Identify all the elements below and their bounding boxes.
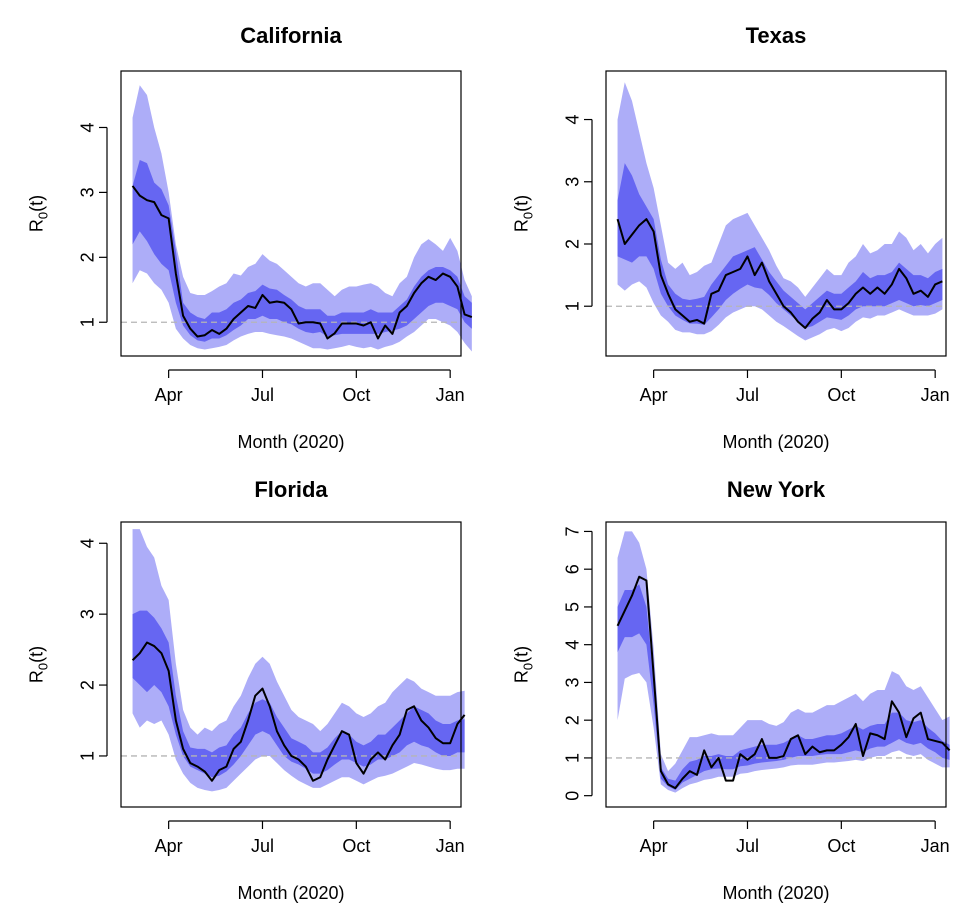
x-tick-label: Jul [736,836,759,856]
x-tick-label: Oct [827,836,855,856]
chart-title: Texas [746,23,807,48]
x-tick-label: Jul [251,836,274,856]
y-tick-label: 7 [562,526,582,536]
plot-frame [120,521,462,808]
x-tick-label: Apr [155,836,183,856]
median-line [616,575,951,790]
plot-frame [605,521,947,808]
x-tick-label: Jan [436,385,465,405]
y-tick-label: 5 [562,602,582,612]
x-tick-label: Apr [155,385,183,405]
panel-florida: 1 2 3 4 Apr Jul Oct Jan Florida Month (2020) R0(t) [26,477,466,903]
x-axis-label: Month (2020) [237,883,344,903]
x-tick-label: Jan [921,385,950,405]
x-tick-label: Jul [251,385,274,405]
outer-credible-band [132,85,472,352]
chart-title: California [240,23,342,48]
y-tick-label: 0 [562,791,582,801]
panel-california: 1 2 3 4 Apr Jul Oct Jan California Month (2020) R0… [26,23,473,452]
y-tick-label: 4 [562,640,582,650]
y-tick-label: 2 [562,239,582,249]
chart-title: Florida [254,477,328,502]
inner-credible-band [617,163,943,328]
x-tick-label: Jan [921,836,950,856]
y-tick-label: 2 [77,252,97,262]
panel-new-york: 0 1 2 3 4 5 6 7 Apr Jul Oct Jan New York Month (2020)… [511,477,951,903]
x-tick-label: Jan [436,836,465,856]
median-line [616,218,943,329]
y-tick-label: 1 [77,317,97,327]
y-tick-label: 3 [562,177,582,187]
x-tick-label: Apr [640,836,668,856]
x-tick-label: Oct [827,385,855,405]
panel-texas: 1 2 3 4 Apr Jul Oct Jan Texas Month (2020) R0(t) [511,23,949,452]
y-tick-label: 1 [77,751,97,761]
y-axis-label: R0(t) [511,646,535,683]
plot-frame [605,70,947,357]
y-axis-label: R0(t) [26,646,50,683]
y-tick-label: 2 [77,680,97,690]
inner-credible-band [617,584,950,791]
outer-credible-band [132,529,465,792]
x-tick-label: Oct [342,836,370,856]
y-tick-label: 4 [562,115,582,125]
y-tick-label: 3 [77,187,97,197]
inner-credible-band [132,610,465,778]
y-tick-label: 2 [562,715,582,725]
y-tick-label: 4 [77,122,97,132]
y-tick-label: 3 [77,609,97,619]
x-axis-label: Month (2020) [722,432,829,452]
x-tick-label: Jul [736,385,759,405]
chart-title: New York [727,477,826,502]
y-tick-label: 6 [562,564,582,574]
x-axis-label: Month (2020) [237,432,344,452]
y-axis-label: R0(t) [26,195,50,232]
y-tick-label: 3 [562,677,582,687]
y-tick-label: 4 [77,538,97,548]
x-axis-label: Month (2020) [722,883,829,903]
y-tick-label: 1 [562,301,582,311]
x-tick-label: Apr [640,385,668,405]
median-line [131,185,473,340]
plot-frame [120,70,462,357]
x-tick-label: Oct [342,385,370,405]
y-axis-label: R0(t) [511,195,535,232]
y-tick-label: 1 [562,753,582,763]
median-line [131,641,466,782]
outer-credible-band [617,531,950,793]
